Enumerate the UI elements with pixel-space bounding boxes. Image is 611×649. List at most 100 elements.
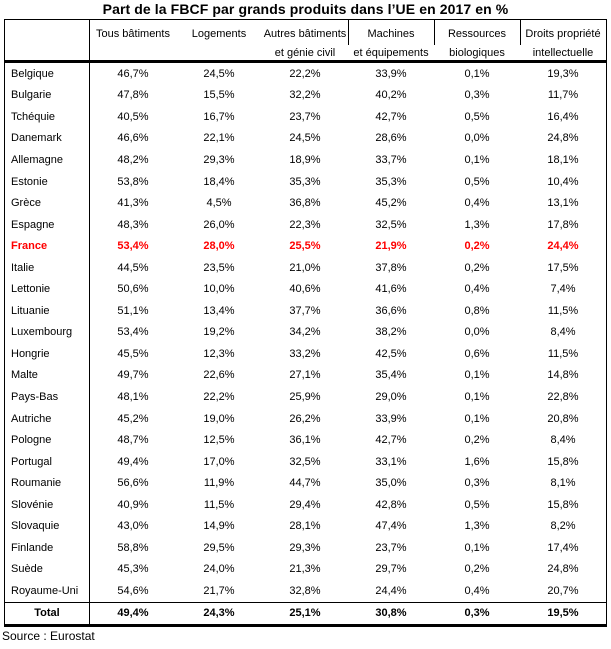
value-cell: 34,2%: [289, 326, 321, 339]
value-cell: 8,1%: [550, 477, 576, 490]
value-cell: 11,5%: [203, 498, 235, 511]
value-cell: 24,4%: [375, 584, 407, 597]
value-cell: 33,9%: [375, 67, 407, 80]
value-cell: 21,3%: [289, 563, 321, 576]
value-cell: 32,2%: [289, 89, 321, 102]
value-cell: 0,1%: [464, 412, 490, 425]
country-cell: Hongrie: [5, 343, 90, 365]
value-cell: 37,8%: [375, 261, 407, 274]
value-cell: 58,8%: [117, 541, 149, 554]
column-header-line1: Tous bâtiments: [96, 27, 170, 40]
value-cell: 26,0%: [203, 218, 235, 231]
value-cell: 0,1%: [464, 390, 490, 403]
country-cell: Pays-Bas: [5, 386, 90, 408]
value-cell: 13,1%: [547, 197, 579, 210]
table-row: Italie 44,5% 23,5% 21,0% 37,8% 0,2% 17,5%: [5, 256, 606, 279]
value-cell: 53,4%: [117, 240, 149, 253]
table-row: Grèce 41,3% 4,5% 36,8% 45,2% 0,4% 13,1%: [5, 192, 606, 214]
country-cell: Suède: [5, 558, 90, 581]
value-cell: 33,1%: [375, 455, 407, 468]
country-cell: Estonie: [5, 170, 90, 193]
country-cell: Italie: [5, 256, 90, 279]
country-cell: Total: [5, 602, 90, 624]
value-cell: 0,1%: [464, 369, 490, 382]
value-cell: 1,3%: [464, 520, 490, 533]
country-cell: Grèce: [5, 192, 90, 214]
country-cell: Tchéquie: [5, 106, 90, 128]
value-cell: 24,8%: [547, 132, 579, 145]
value-cell: 22,3%: [289, 218, 321, 231]
value-cell: 19,3%: [547, 67, 579, 80]
value-cell: 24,3%: [203, 607, 235, 620]
value-cell: 46,6%: [117, 132, 149, 145]
table-row: Roumanie 56,6% 11,9% 44,7% 35,0% 0,3% 8,1%: [5, 472, 606, 494]
column-header-line2: biologiques: [449, 46, 505, 59]
value-cell: 47,8%: [117, 89, 149, 102]
column-header-line2: intellectuelle: [532, 46, 594, 59]
table-row: Belgique 46,7% 24,5% 22,2% 33,9% 0,1% 19,3%: [5, 63, 606, 85]
value-cell: 18,4%: [203, 175, 235, 188]
country-cell: Belgique: [5, 63, 90, 85]
country-cell: Royaume-Uni: [5, 580, 90, 602]
value-cell: 35,3%: [375, 175, 407, 188]
table-row: Portugal 49,4% 17,0% 32,5% 33,1% 1,6% 15,8%: [5, 450, 606, 473]
value-cell: 36,8%: [289, 197, 321, 210]
value-cell: 41,6%: [375, 283, 407, 296]
value-cell: 4,5%: [206, 197, 232, 210]
value-cell: 0,2%: [464, 240, 490, 253]
value-cell: 29,7%: [375, 563, 407, 576]
value-cell: 48,7%: [117, 434, 149, 447]
value-cell: 33,7%: [375, 153, 407, 166]
value-cell: 8,2%: [550, 520, 576, 533]
table-row: Slovénie 40,9% 11,5% 29,4% 42,8% 0,5% 15,8%: [5, 493, 606, 516]
value-cell: 22,2%: [203, 390, 235, 403]
value-cell: 8,4%: [550, 326, 576, 339]
value-cell: 16,7%: [203, 110, 235, 123]
corner-cell: [5, 20, 90, 61]
value-cell: 36,6%: [375, 304, 407, 317]
value-cell: 42,7%: [375, 434, 407, 447]
country-cell: Espagne: [5, 213, 90, 236]
value-cell: 24,5%: [203, 67, 235, 80]
country-cell: Slovaquie: [5, 515, 90, 538]
table-title: Part de la FBCF par grands produits dans…: [102, 1, 509, 17]
table-row: Finlande 58,8% 29,5% 29,3% 23,7% 0,1% 17,4%: [5, 537, 606, 559]
country-cell: Autriche: [5, 407, 90, 430]
value-cell: 33,2%: [289, 347, 321, 360]
value-cell: 25,5%: [289, 240, 321, 253]
value-cell: 49,4%: [117, 607, 149, 620]
value-cell: 29,3%: [289, 541, 321, 554]
value-cell: 48,1%: [117, 390, 149, 403]
value-cell: 42,5%: [375, 347, 407, 360]
column-header-line1: Autres bâtiments: [263, 27, 347, 40]
table-row: Danemark 46,6% 22,1% 24,5% 28,6% 0,0% 24,8%: [5, 127, 606, 150]
value-cell: 36,1%: [289, 434, 321, 447]
value-cell: 54,6%: [117, 584, 149, 597]
table-row: Lettonie 50,6% 10,0% 40,6% 41,6% 0,4% 7,4%: [5, 278, 606, 301]
value-cell: 45,2%: [375, 197, 407, 210]
column-header-line2: et génie civil: [274, 46, 336, 59]
value-cell: 18,1%: [547, 153, 579, 166]
value-cell: 0,3%: [464, 477, 490, 490]
value-cell: 53,4%: [117, 326, 149, 339]
value-cell: 0,8%: [464, 304, 490, 317]
value-cell: 42,7%: [375, 110, 407, 123]
country-cell: Roumanie: [5, 472, 90, 494]
table-body: Belgique 46,7% 24,5% 22,2% 33,9% 0,1% 19,3% Bul…: [5, 63, 606, 624]
table-row: Pologne 48,7% 12,5% 36,1% 42,7% 0,2% 8,4%: [5, 429, 606, 451]
column-header-line2: [5, 44, 89, 61]
value-cell: 20,8%: [547, 412, 579, 425]
value-cell: 29,0%: [375, 390, 407, 403]
table-row: Malte 49,7% 22,6% 27,1% 35,4% 0,1% 14,8%: [5, 364, 606, 387]
value-cell: 48,2%: [117, 153, 149, 166]
table-row: Hongrie 45,5% 12,3% 33,2% 42,5% 0,6% 11,5%: [5, 343, 606, 365]
value-cell: 17,8%: [547, 218, 579, 231]
value-cell: 30,8%: [375, 607, 407, 620]
value-cell: 19,5%: [547, 607, 579, 620]
value-cell: 15,8%: [547, 498, 579, 511]
value-cell: 0,5%: [464, 110, 490, 123]
table-row: Autriche 45,2% 19,0% 26,2% 33,9% 0,1% 20,8%: [5, 407, 606, 430]
value-cell: 18,9%: [289, 153, 321, 166]
source-note: Source : Eurostat: [2, 628, 95, 643]
country-cell: Lituanie: [5, 300, 90, 322]
